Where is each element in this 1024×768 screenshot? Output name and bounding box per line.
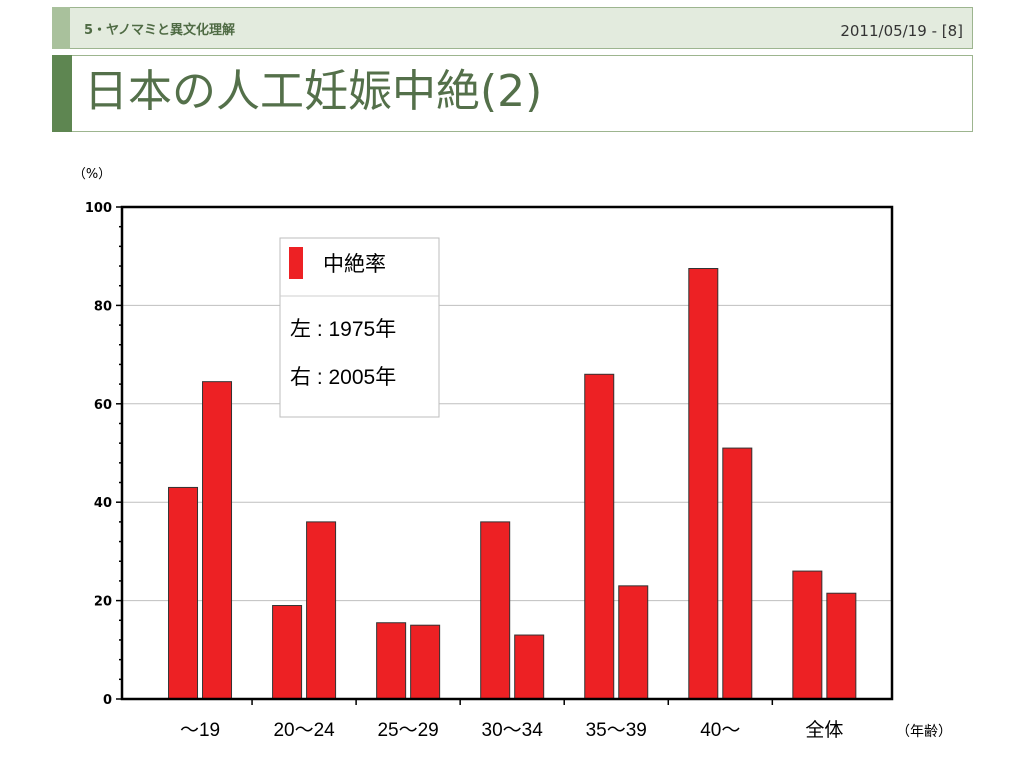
- plot-frame: [120, 205, 894, 701]
- x-tick-label: 40～: [700, 720, 740, 741]
- x-tick-label: 全体: [805, 719, 843, 741]
- bar-2005-1: [306, 521, 337, 700]
- x-tick-label: 20～24: [273, 720, 335, 741]
- header-bar: [52, 7, 973, 49]
- y-tick-label: 100: [85, 201, 112, 216]
- header-accent: [52, 7, 70, 49]
- y-tick-label: 60: [94, 398, 112, 413]
- bar-1975-0: [168, 486, 199, 700]
- legend-box: [279, 237, 440, 418]
- x-tick-label: 35～39: [586, 720, 647, 741]
- bar-1975-6: [792, 570, 823, 700]
- bar-1975-3: [480, 521, 511, 700]
- y-tick-label: 20: [94, 595, 112, 610]
- bar-1975-2: [376, 622, 407, 700]
- y-tick-label: 0: [103, 693, 112, 708]
- y-tick-label: 80: [94, 299, 112, 314]
- bar-2005-3: [514, 634, 545, 700]
- y-tick-label: 40: [94, 496, 112, 511]
- bar-2005-4: [618, 585, 649, 700]
- legend-entry-0: 左 : 1975年: [290, 318, 396, 341]
- x-tick-label: 30～34: [482, 720, 544, 741]
- y-axis-unit: （%）: [73, 167, 111, 182]
- bar-1975-4: [584, 373, 615, 700]
- section-label: 5・ヤノマミと異文化理解: [84, 23, 236, 38]
- x-axis-unit: （年齢）: [896, 724, 952, 740]
- title-box: [52, 55, 973, 132]
- legend-entry-1: 右 : 2005年: [290, 366, 396, 389]
- legend-title: 中絶率: [323, 252, 386, 276]
- title-accent: [52, 55, 72, 132]
- slide-date: 2011/05/19 - [8]: [840, 22, 963, 40]
- x-tick-label: ～19: [180, 720, 220, 741]
- bar-2005-6: [826, 592, 857, 700]
- legend-swatch: [289, 247, 303, 279]
- bar-2005-0: [202, 381, 233, 700]
- bar-1975-1: [272, 605, 303, 700]
- bar-2005-2: [410, 624, 441, 700]
- page-title: 日本の人工妊娠中絶(2): [84, 66, 543, 117]
- bar-1975-5: [688, 268, 719, 700]
- bar-2005-5: [722, 447, 753, 700]
- x-tick-label: 25～29: [377, 720, 438, 741]
